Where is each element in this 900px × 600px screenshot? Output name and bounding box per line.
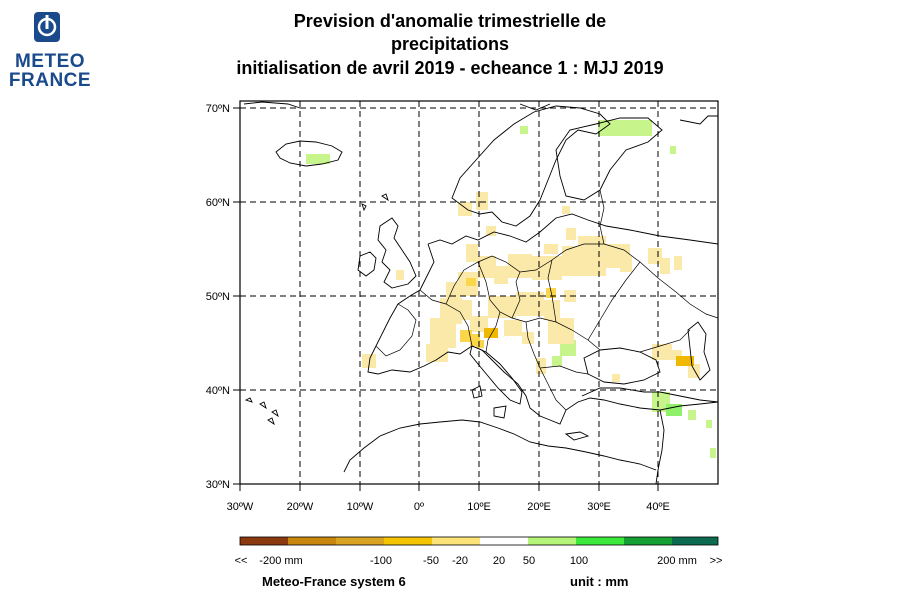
- map-title-line-3: initialisation de avril 2019 - echeance …: [236, 58, 664, 78]
- map-ticks: [233, 107, 659, 491]
- anomaly-cell: [396, 270, 404, 280]
- anomaly-cell: [306, 154, 330, 164]
- lon-label: 0º: [414, 501, 424, 513]
- lat-label: 30ºN: [206, 479, 230, 491]
- anomaly-cell: [532, 256, 562, 280]
- meteo-france-logo-icon: [34, 12, 60, 42]
- anomaly-cell: [466, 244, 478, 262]
- colorbar-frame: [239, 536, 719, 546]
- map-title-line-1: Prevision d'anomalie trimestrielle de: [293, 11, 607, 31]
- logo-text-meteo: METEO: [14, 51, 86, 72]
- anomaly-cell: [520, 126, 528, 134]
- colorbar-label: -100: [370, 555, 392, 567]
- anomaly-cell: [544, 244, 558, 254]
- colorbar-swatch: [240, 537, 288, 545]
- lat-label: 40ºN: [206, 385, 230, 397]
- anomaly-cell: [562, 246, 578, 276]
- anomaly-cell: [598, 120, 652, 136]
- anomaly-cell: [612, 374, 620, 382]
- anomaly-cell: [552, 356, 562, 366]
- anomaly-cell: [544, 300, 560, 320]
- colorbar-label: -200 mm: [259, 555, 302, 567]
- lon-label: 40ºE: [646, 501, 670, 513]
- anomaly-cell: [648, 248, 662, 264]
- lon-label: 10ºE: [467, 501, 491, 513]
- anomaly-cell: [688, 410, 696, 420]
- anomaly-cell: [670, 146, 676, 154]
- anomaly-cell: [504, 320, 522, 336]
- anomaly-cell: [470, 334, 480, 346]
- latitude-labels: 70ºN 60ºN 50ºN 40ºN 30ºN: [206, 103, 230, 491]
- lat-label: 50ºN: [206, 291, 230, 303]
- anomaly-cell: [536, 358, 546, 374]
- anomaly-cell: [484, 328, 498, 338]
- anomaly-cell: [548, 318, 574, 344]
- colorbar-label: 20: [493, 555, 505, 567]
- map-title-line-2: precipitations: [390, 34, 510, 54]
- anomaly-cell: [362, 354, 376, 368]
- anomaly-cells: [306, 120, 716, 458]
- colorbar-label: 50: [523, 555, 535, 567]
- colorbar-swatch: [624, 537, 672, 545]
- anomaly-cell: [660, 258, 670, 274]
- anomaly-cell: [486, 226, 496, 236]
- colorbar-swatch: [432, 537, 480, 545]
- coastlines: [243, 101, 718, 484]
- colorbar-label: >>: [710, 555, 723, 567]
- anomaly-cell: [566, 228, 576, 240]
- anomaly-cell: [710, 448, 716, 458]
- colorbar-swatch: [672, 537, 718, 545]
- colorbar-swatch: [336, 537, 384, 545]
- lat-label: 70ºN: [206, 103, 230, 115]
- colorbar-label: 200 mm: [657, 555, 697, 567]
- lon-label: 10ºW: [347, 501, 374, 513]
- colorbar-swatch: [528, 537, 576, 545]
- anomaly-cell: [666, 404, 682, 416]
- anomaly-cell: [446, 282, 460, 302]
- lon-label: 30ºW: [227, 501, 254, 513]
- anomaly-cell: [674, 256, 682, 270]
- colorbar-swatch: [288, 537, 336, 545]
- anomaly-cell: [676, 356, 694, 366]
- anomaly-cell: [460, 330, 472, 342]
- anomaly-cell: [458, 300, 472, 320]
- anomaly-cell: [426, 344, 448, 362]
- anomaly-cell: [430, 318, 456, 348]
- colorbar-swatch: [576, 537, 624, 545]
- logo-text-france: FRANCE: [8, 70, 92, 91]
- anomaly-cell: [488, 296, 516, 318]
- anomaly-cell: [706, 420, 712, 428]
- anomaly-cell: [466, 278, 476, 286]
- anomaly-cell: [562, 206, 570, 214]
- colorbar-label: -50: [423, 555, 439, 567]
- lon-label: 30ºE: [587, 501, 611, 513]
- anomaly-cell: [688, 364, 700, 378]
- anomaly-cell: [578, 236, 606, 276]
- lon-label: 20ºE: [527, 501, 551, 513]
- anomaly-cell: [478, 256, 496, 278]
- anomaly-cell: [440, 298, 462, 324]
- meteo-france-logo: METEO FRANCE: [6, 8, 92, 92]
- anomaly-cell: [652, 344, 672, 360]
- lat-label: 60ºN: [206, 197, 230, 209]
- colorbar-swatch: [384, 537, 432, 545]
- colorbar-swatch: [480, 537, 528, 545]
- anomaly-cell: [670, 350, 682, 360]
- anomaly-cell: [476, 340, 484, 348]
- longitude-labels: 30ºW 20ºW 10ºW 0º 10ºE 20ºE 30ºE 40ºE: [227, 501, 670, 513]
- anomaly-cell: [476, 192, 488, 210]
- model-name-footer: Meteo-France system 6: [262, 574, 406, 589]
- lon-label: 20ºW: [287, 501, 314, 513]
- colorbar-label: 100: [570, 555, 588, 567]
- anomaly-cell: [652, 392, 670, 412]
- map-gridlines: [240, 101, 718, 484]
- colorbar-label: -20: [452, 555, 468, 567]
- colorbar: << -200 mm -100 -50 -20 20 50 100 200 mm…: [235, 536, 723, 567]
- unit-footer: unit : mm: [570, 574, 629, 589]
- anomaly-cell: [620, 256, 632, 272]
- anomaly-cell: [494, 266, 508, 284]
- country-borders: [375, 189, 718, 411]
- colorbar-label: <<: [235, 555, 248, 567]
